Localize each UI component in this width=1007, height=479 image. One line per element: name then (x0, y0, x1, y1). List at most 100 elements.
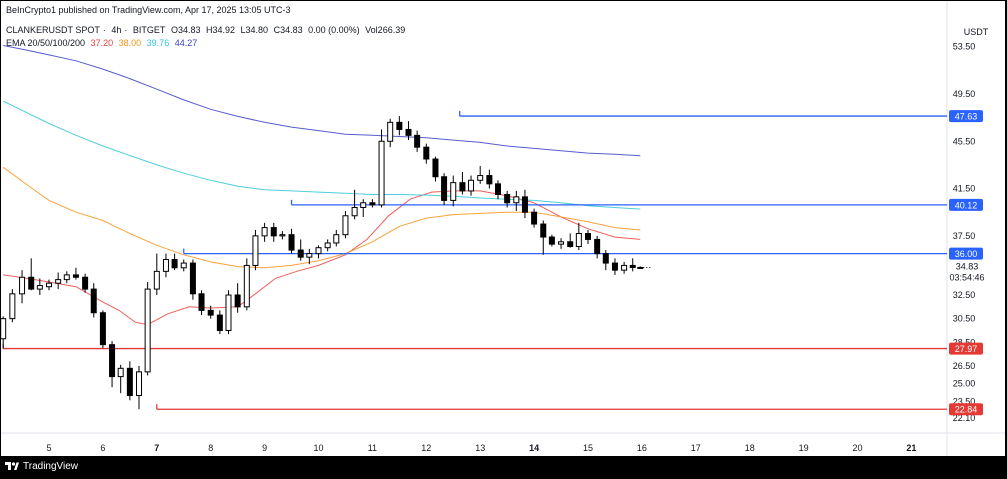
candle-body[interactable] (342, 215, 349, 236)
candle-body[interactable] (396, 121, 403, 130)
candle-body[interactable] (531, 211, 538, 225)
candle-body[interactable] (378, 140, 385, 206)
tradingview-logo[interactable]: TradingView (5, 461, 78, 472)
candle-body[interactable] (225, 294, 232, 331)
candle-body[interactable] (144, 288, 151, 373)
candle-body[interactable] (575, 233, 582, 248)
candle-body[interactable] (333, 234, 340, 244)
y-tick-label: 28.50 (953, 337, 976, 347)
candle-body[interactable] (567, 241, 574, 248)
candle-body[interactable] (126, 367, 133, 397)
support-level-label: 27.97 (955, 344, 978, 354)
candle-body[interactable] (72, 274, 79, 278)
y-tick-label: 37.50 (953, 231, 976, 241)
ema-line (2, 100, 641, 210)
candle-body[interactable] (521, 196, 528, 213)
candle-body[interactable] (9, 293, 16, 320)
candle-body[interactable] (423, 146, 430, 160)
candle-body[interactable] (1, 318, 7, 340)
candle-body[interactable] (261, 227, 268, 237)
x-tick-label: 12 (421, 443, 431, 453)
candle-body[interactable] (252, 235, 259, 266)
candle-body[interactable] (441, 176, 448, 201)
last-price-label: 34.83 (956, 261, 979, 271)
candle-body[interactable] (405, 128, 412, 136)
candle-body[interactable] (459, 182, 466, 192)
support-level-tag (949, 403, 983, 416)
candle-body[interactable] (477, 175, 484, 181)
candle-body[interactable] (28, 276, 35, 290)
candle-body[interactable] (540, 223, 547, 238)
tradingview-logo-icon (5, 461, 19, 470)
x-tick-label: 7 (154, 443, 159, 453)
candle-body[interactable] (270, 227, 277, 237)
symbol-name[interactable]: CLANKERUSDT SPOT (6, 25, 100, 35)
candle-body[interactable] (324, 242, 331, 249)
candle-body[interactable] (117, 367, 124, 378)
bar-countdown-label: 03:54:46 (949, 272, 984, 282)
candle-body[interactable] (360, 202, 367, 208)
candle-body[interactable] (585, 233, 591, 240)
high-value: H34.92 (205, 25, 236, 35)
candle-body[interactable] (189, 262, 196, 295)
candle-body[interactable] (55, 279, 62, 284)
candle-body[interactable] (468, 179, 475, 192)
ema-label: EMA 20/50/100/200 (6, 38, 86, 48)
x-tick-label: 20 (852, 443, 862, 453)
candle-body[interactable] (414, 134, 421, 148)
candle-body[interactable] (136, 371, 143, 397)
candle-body[interactable] (629, 264, 636, 268)
candle-body[interactable] (621, 264, 628, 271)
candle-body[interactable] (90, 288, 97, 314)
candle-body[interactable] (637, 266, 644, 269)
x-tick-label: 6 (100, 443, 105, 453)
candle-body[interactable] (216, 314, 223, 331)
candle-body[interactable] (279, 234, 286, 237)
candle-body[interactable] (36, 285, 43, 290)
ohlc-legend: CLANKERUSDT SPOT · 4h · BITGET O34.83 H34.… (6, 25, 406, 35)
ema100-value: 39.76 (146, 38, 170, 48)
resistance-level-tag (949, 247, 983, 260)
candle-body[interactable] (153, 270, 160, 290)
candle-body[interactable] (486, 175, 493, 185)
x-tick-label: 17 (691, 443, 701, 453)
candle-body[interactable] (63, 274, 70, 281)
candle-body[interactable] (198, 293, 205, 311)
price-chart[interactable]: USDT 53.50 49.50 45.50 41.50 37.50 32.50 30.50 2… (1, 1, 1005, 456)
candle-body[interactable] (548, 236, 555, 245)
ema50-value: 38.00 (118, 38, 142, 48)
candle-body[interactable] (243, 264, 250, 308)
candle-body[interactable] (315, 247, 322, 255)
candle-body[interactable] (162, 259, 169, 272)
candle-body[interactable] (82, 276, 89, 290)
candle-body[interactable] (46, 282, 52, 288)
candle-body[interactable] (109, 344, 116, 378)
y-tick-label: 49.50 (953, 89, 976, 99)
candle-body[interactable] (602, 253, 609, 264)
candle-body[interactable] (611, 262, 618, 271)
candle-body[interactable] (351, 206, 358, 217)
candle-body[interactable] (594, 238, 601, 255)
interval-label[interactable]: 4h (111, 25, 122, 35)
candle-body[interactable] (180, 262, 187, 269)
candle-body[interactable] (369, 202, 376, 206)
candle-body[interactable] (99, 312, 106, 346)
candle-body[interactable] (297, 249, 304, 258)
candle-body[interactable] (504, 193, 511, 204)
chart-panel[interactable]: BeInCrypto1 published on TradingView.com… (1, 1, 1005, 456)
candle-body[interactable] (306, 253, 313, 258)
candle-body[interactable] (432, 158, 439, 178)
candle-body[interactable] (558, 241, 565, 245)
candle-body[interactable] (171, 259, 178, 269)
candle-body[interactable] (387, 121, 394, 142)
candle-body[interactable] (450, 182, 457, 201)
candle-body[interactable] (494, 183, 501, 195)
candle-body[interactable] (513, 196, 520, 204)
x-tick-label: 5 (46, 443, 51, 453)
y-tick-label: 23.50 (953, 396, 976, 406)
candle-body[interactable] (19, 276, 26, 295)
ema-legend[interactable]: EMA 20/50/100/200 37.20 38.00 39.76 44.2… (6, 38, 200, 48)
candle-body[interactable] (288, 234, 295, 251)
candle-body[interactable] (234, 294, 241, 308)
candle-body[interactable] (207, 309, 214, 316)
